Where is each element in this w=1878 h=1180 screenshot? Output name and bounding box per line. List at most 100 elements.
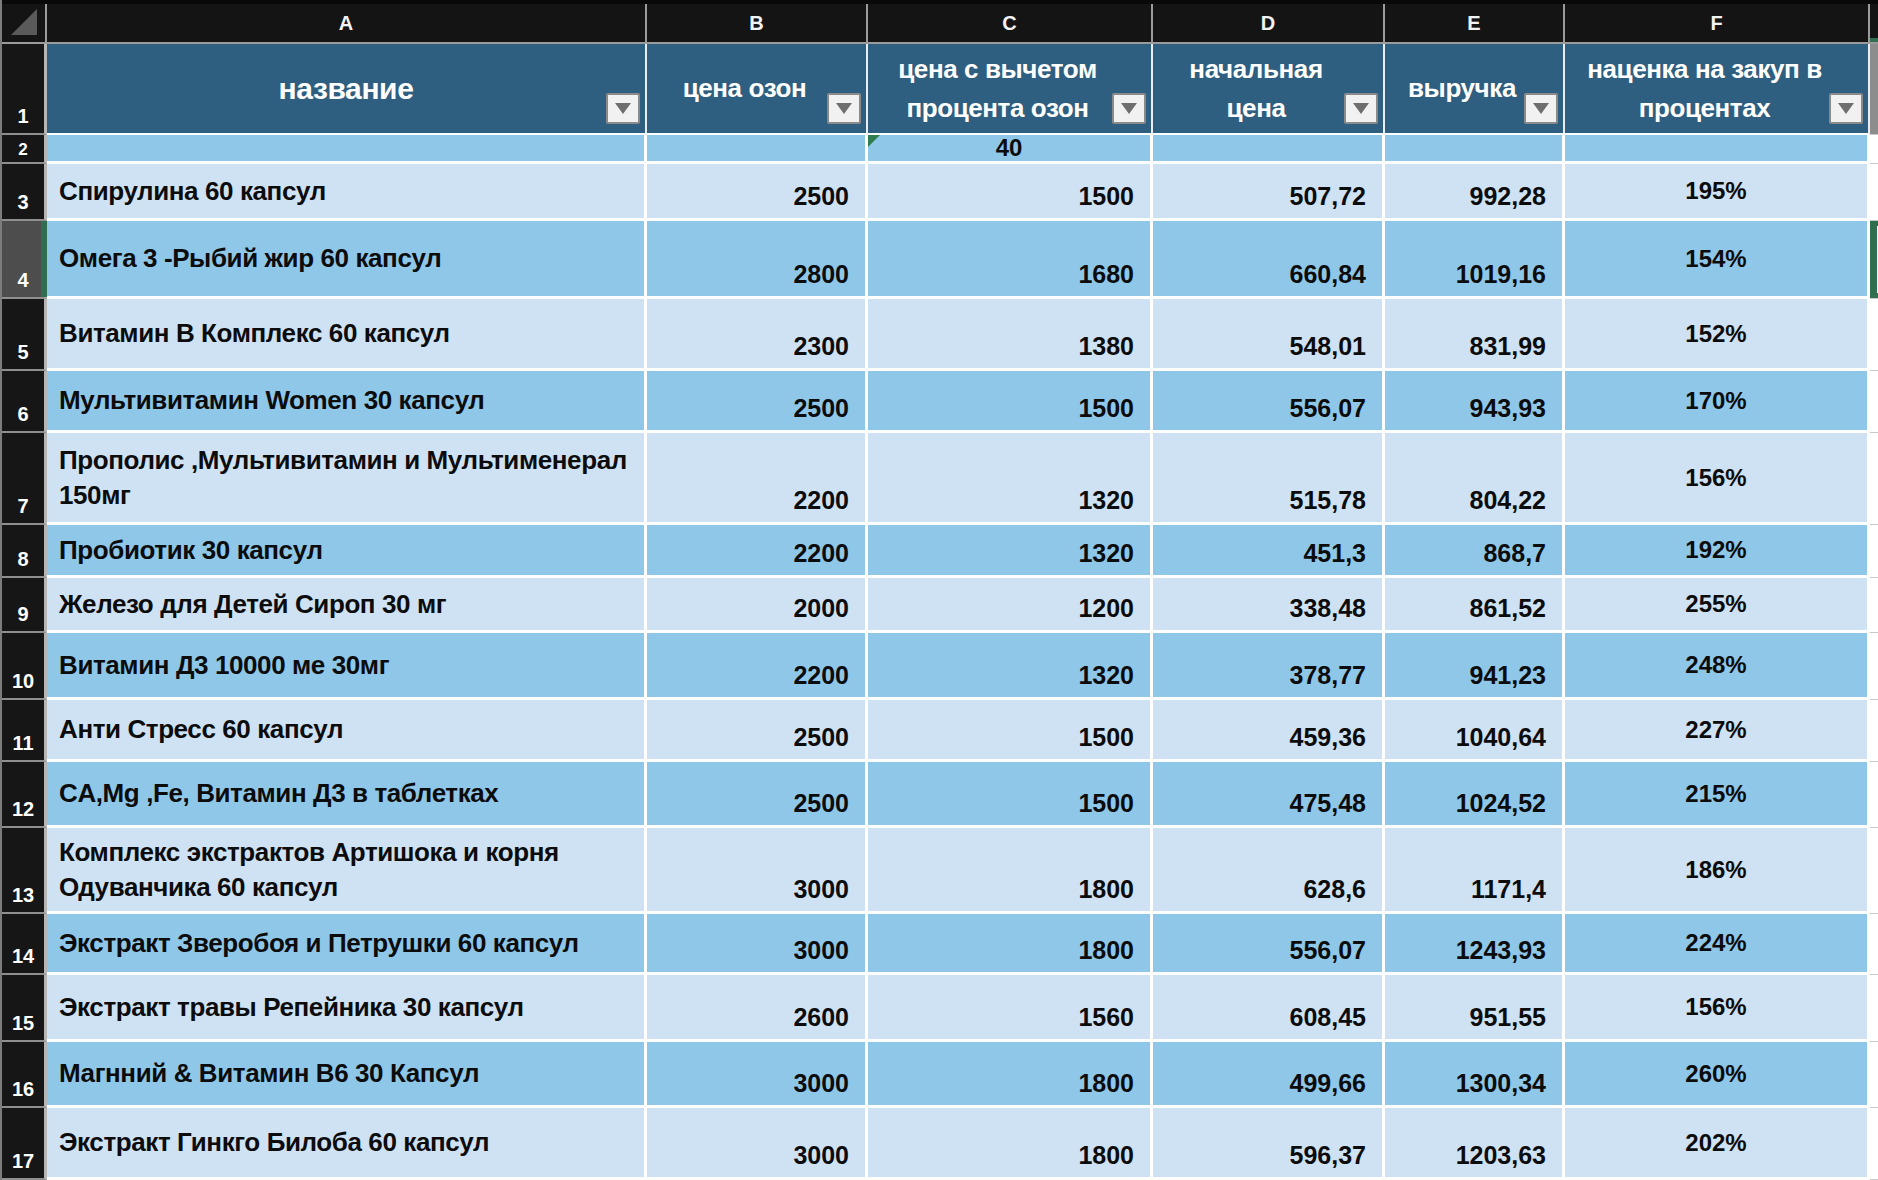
cell-price-ozon[interactable]: 2200 (647, 525, 868, 578)
cell-markup[interactable]: 156% (1565, 975, 1870, 1042)
fee-cell-F[interactable] (1565, 135, 1870, 164)
row-number[interactable]: 7 (2, 433, 47, 525)
row-number[interactable]: 3 (2, 164, 47, 221)
header-cell-B[interactable]: цена озон (647, 44, 868, 135)
fee-cell-B[interactable] (647, 135, 868, 164)
cell-price-ozon[interactable]: 2300 (647, 299, 868, 371)
cell-revenue[interactable]: 941,23 (1385, 633, 1565, 700)
select-all-corner[interactable] (2, 4, 47, 44)
cell-product-name[interactable]: Анти Стресс 60 капсул (47, 700, 647, 762)
cell-revenue[interactable]: 831,99 (1385, 299, 1565, 371)
cell-price-after-fee[interactable]: 1800 (868, 914, 1153, 975)
cell-product-name[interactable]: Экстракт Зверобоя и Петрушки 60 капсул (47, 914, 647, 975)
cell-markup[interactable]: 186% (1565, 828, 1870, 914)
cell-start-price[interactable]: 475,48 (1153, 762, 1385, 828)
cell-price-ozon[interactable]: 2200 (647, 433, 868, 525)
cell-product-name[interactable]: Комплекс экстрактов Артишока и корня Оду… (47, 828, 647, 914)
filter-dropdown-button[interactable] (1344, 93, 1378, 124)
column-letter-B[interactable]: B (647, 4, 868, 44)
header-cell-C[interactable]: цена с вычетом процента озон (868, 44, 1153, 135)
column-letter-E[interactable]: E (1385, 4, 1565, 44)
cell-price-after-fee[interactable]: 1500 (868, 371, 1153, 433)
cell-markup[interactable]: 202% (1565, 1108, 1870, 1180)
cell-price-after-fee[interactable]: 1200 (868, 578, 1153, 633)
header-cell-A[interactable]: название (47, 44, 647, 135)
row-number[interactable]: 1 (2, 44, 47, 135)
cell-start-price[interactable]: 628,6 (1153, 828, 1385, 914)
cell-price-ozon[interactable]: 3000 (647, 828, 868, 914)
cell-revenue[interactable]: 1300,34 (1385, 1042, 1565, 1108)
cell-markup[interactable]: 170% (1565, 371, 1870, 433)
cell-markup[interactable]: 227% (1565, 700, 1870, 762)
cell-markup[interactable]: 248% (1565, 633, 1870, 700)
header-cell-F[interactable]: наценка на закуп в процентах (1565, 44, 1870, 135)
row-number[interactable]: 6 (2, 371, 47, 433)
cell-price-after-fee[interactable]: 1320 (868, 433, 1153, 525)
cell-price-ozon[interactable]: 2200 (647, 633, 868, 700)
cell-revenue[interactable]: 992,28 (1385, 164, 1565, 221)
filter-dropdown-button[interactable] (1524, 93, 1558, 124)
cell-markup[interactable]: 154% (1565, 221, 1870, 299)
cell-product-name[interactable]: Магнний & Витамин В6 30 Капсул (47, 1042, 647, 1108)
fee-cell-A[interactable] (47, 135, 647, 164)
cell-start-price[interactable]: 556,07 (1153, 914, 1385, 975)
header-cell-E[interactable]: выручка (1385, 44, 1565, 135)
cell-revenue[interactable]: 951,55 (1385, 975, 1565, 1042)
cell-product-name[interactable]: Пробиотик 30 капсул (47, 525, 647, 578)
cell-start-price[interactable]: 556,07 (1153, 371, 1385, 433)
cell-revenue[interactable]: 804,22 (1385, 433, 1565, 525)
cell-start-price[interactable]: 499,66 (1153, 1042, 1385, 1108)
cell-markup[interactable]: 260% (1565, 1042, 1870, 1108)
filter-dropdown-button[interactable] (827, 93, 861, 124)
cell-price-ozon[interactable]: 2500 (647, 700, 868, 762)
cell-start-price[interactable]: 515,78 (1153, 433, 1385, 525)
row-number[interactable]: 16 (2, 1042, 47, 1108)
cell-start-price[interactable]: 596,37 (1153, 1108, 1385, 1180)
cell-markup[interactable]: 255% (1565, 578, 1870, 633)
cell-price-ozon[interactable]: 3000 (647, 1042, 868, 1108)
cell-price-ozon[interactable]: 2000 (647, 578, 868, 633)
cell-product-name[interactable]: Железо для Детей Сироп 30 мг (47, 578, 647, 633)
cell-revenue[interactable]: 1019,16 (1385, 221, 1565, 299)
cell-price-after-fee[interactable]: 1800 (868, 828, 1153, 914)
row-number[interactable]: 4 (2, 221, 47, 299)
filter-dropdown-button[interactable] (1829, 93, 1863, 124)
cell-price-after-fee[interactable]: 1800 (868, 1108, 1153, 1180)
row-number[interactable]: 15 (2, 975, 47, 1042)
cell-product-name[interactable]: Витамин В Комплекс 60 капсул (47, 299, 647, 371)
cell-price-after-fee[interactable]: 1500 (868, 762, 1153, 828)
cell-price-ozon[interactable]: 2500 (647, 762, 868, 828)
row-number[interactable]: 2 (2, 135, 47, 164)
cell-product-name[interactable]: Прополис ,Мультивитамин и Мультименерал … (47, 433, 647, 525)
cell-start-price[interactable]: 451,3 (1153, 525, 1385, 578)
fee-cell-D[interactable] (1153, 135, 1385, 164)
cell-price-after-fee[interactable]: 1560 (868, 975, 1153, 1042)
column-letter-A[interactable]: A (47, 4, 647, 44)
header-cell-D[interactable]: начальная цена (1153, 44, 1385, 135)
cell-revenue[interactable]: 943,93 (1385, 371, 1565, 433)
cell-product-name[interactable]: Экстракт Гинкго Билоба 60 капсул (47, 1108, 647, 1180)
cell-price-after-fee[interactable]: 1800 (868, 1042, 1153, 1108)
cell-price-ozon[interactable]: 3000 (647, 914, 868, 975)
cell-product-name[interactable]: Мультивитамин Women 30 капсул (47, 371, 647, 433)
cell-markup[interactable]: 215% (1565, 762, 1870, 828)
cell-start-price[interactable]: 378,77 (1153, 633, 1385, 700)
cell-revenue[interactable]: 1171,4 (1385, 828, 1565, 914)
cell-start-price[interactable]: 507,72 (1153, 164, 1385, 221)
column-letter-F[interactable]: F (1565, 4, 1870, 44)
cell-revenue[interactable]: 1040,64 (1385, 700, 1565, 762)
cell-product-name[interactable]: Экстракт травы Репейника 30 капсул (47, 975, 647, 1042)
column-letter-C[interactable]: C (868, 4, 1153, 44)
cell-start-price[interactable]: 548,01 (1153, 299, 1385, 371)
row-number[interactable]: 14 (2, 914, 47, 975)
cell-revenue[interactable]: 1024,52 (1385, 762, 1565, 828)
cell-price-ozon[interactable]: 2800 (647, 221, 868, 299)
cell-price-after-fee[interactable]: 1320 (868, 525, 1153, 578)
cell-product-name[interactable]: Омега 3 -Рыбий жир 60 капсул (47, 221, 647, 299)
filter-dropdown-button[interactable] (606, 93, 640, 124)
cell-revenue[interactable]: 868,7 (1385, 525, 1565, 578)
cell-markup[interactable]: 152% (1565, 299, 1870, 371)
cell-price-ozon[interactable]: 3000 (647, 1108, 868, 1180)
fee-cell-C[interactable]: 40 (868, 135, 1153, 164)
cell-price-ozon[interactable]: 2500 (647, 371, 868, 433)
